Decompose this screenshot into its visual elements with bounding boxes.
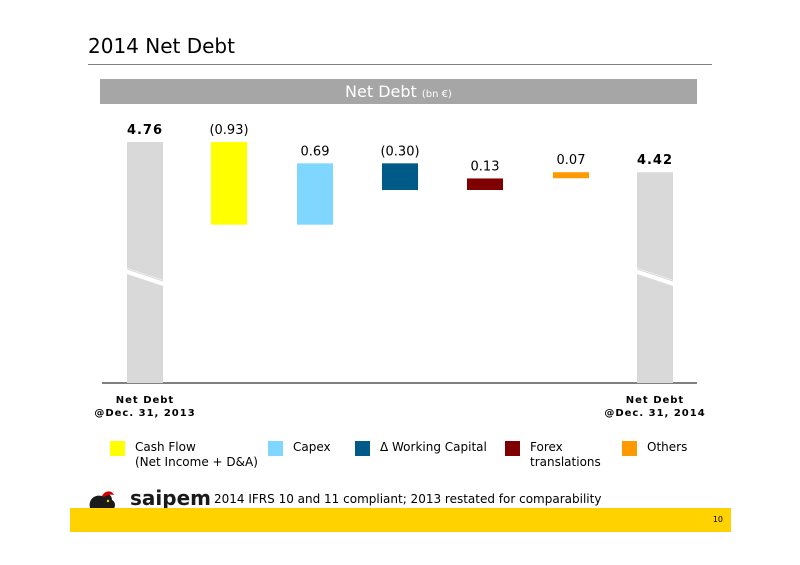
- data-label-3: (0.30): [380, 144, 419, 159]
- legend-swatch-3: [505, 441, 520, 456]
- page-title: 2014 Net Debt: [88, 34, 235, 58]
- banner-title: Net Debt: [345, 82, 417, 101]
- data-label-0: 4.76: [127, 123, 163, 138]
- axis-break-line-a-6: [636, 268, 674, 282]
- data-label-2: 0.69: [301, 144, 330, 159]
- waterfall-chart: 4.76 (0.93) 0.69 (0.30) 0.13 0.07 4.42 Net Debt…: [94, 123, 705, 419]
- data-label-4: 0.13: [471, 159, 500, 174]
- bar-3: [382, 163, 418, 191]
- legend-label-2: Δ Working Capital: [380, 440, 487, 454]
- bar-5: [553, 172, 589, 179]
- category-label-end-line-1: @Dec. 31, 2014: [604, 408, 705, 419]
- data-label-5: 0.07: [557, 153, 586, 168]
- bar-1: [211, 142, 247, 225]
- legend-swatch-0: [110, 441, 125, 456]
- legend-label-3: Forex translations: [530, 440, 601, 469]
- category-label-start-line-1: @Dec. 31, 2013: [94, 408, 195, 419]
- logo-wordmark: saipem: [130, 486, 211, 510]
- legend-swatch-1: [268, 441, 283, 456]
- bar-2: [297, 163, 333, 225]
- banner-unit: (bn €): [421, 89, 452, 100]
- legend-swatch-2: [355, 441, 370, 456]
- bar-0: [127, 142, 163, 383]
- axis-break-line-a-0: [126, 268, 164, 282]
- legend-label-0: Cash Flow (Net Income + D&A): [135, 440, 258, 469]
- chart-banner: Net Debt (bn €): [100, 79, 697, 104]
- data-label-6: 4.42: [637, 153, 673, 168]
- legend-label-1: Capex: [293, 440, 331, 454]
- title-divider: [88, 64, 712, 65]
- footnote: 2014 IFRS 10 and 11 compliant; 2013 rest…: [214, 492, 602, 506]
- data-label-1: (0.93): [209, 123, 248, 138]
- category-label-end-line-0: Net Debt: [626, 395, 684, 406]
- category-label-start-line-0: Net Debt: [116, 395, 174, 406]
- legend-label-4: Others: [647, 440, 688, 454]
- page-number: 10: [712, 515, 723, 524]
- footer-band: 10: [70, 508, 731, 532]
- bar-4: [467, 178, 503, 191]
- legend-swatch-4: [622, 441, 637, 456]
